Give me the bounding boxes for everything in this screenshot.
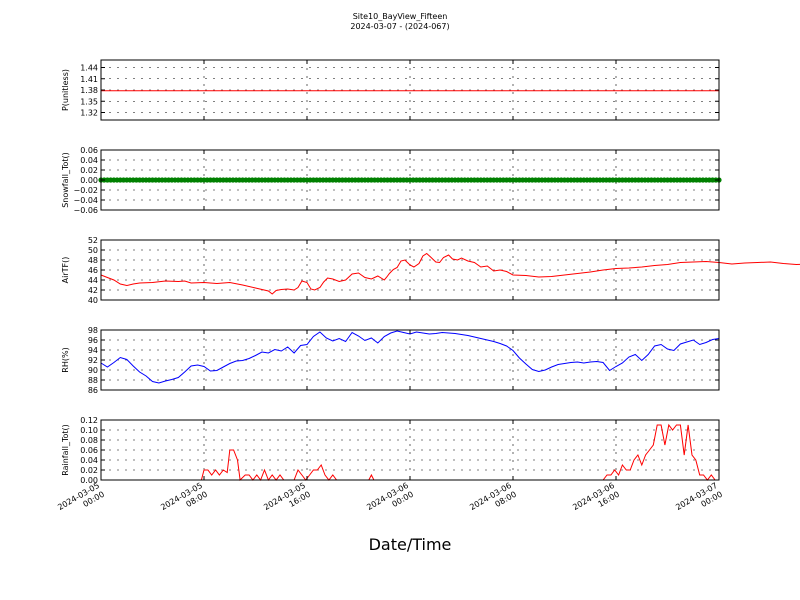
panel-2-ytick-label: 50 <box>88 246 98 255</box>
panel-3-ytick-label: 90 <box>88 366 98 375</box>
panel-3-ytick-label: 98 <box>88 326 98 335</box>
panel-0-ytick-label: 1.35 <box>80 97 98 106</box>
panel-1-ylabel: Snowfall_Tot() <box>61 152 70 208</box>
panel-1-markers <box>98 177 722 183</box>
panel-1-ytick-label: 0.00 <box>80 176 98 185</box>
panel-0-ytick-label: 1.41 <box>80 75 98 84</box>
chart-subtitle: 2024-03-07 - (2024-067) <box>350 22 449 31</box>
panel-4-ytick-label: 0.06 <box>80 446 98 455</box>
panel-2-ytick-label: 42 <box>88 286 98 295</box>
panel-3-ytick-label: 88 <box>88 376 98 385</box>
panel-3-ytick-label: 92 <box>88 356 98 365</box>
panel-1-ytick-label: 0.06 <box>80 146 98 155</box>
panel-3-ytick-label: 96 <box>88 336 98 345</box>
panel-2-ytick-label: 52 <box>88 236 98 245</box>
panel-0-ytick-label: 1.44 <box>80 64 98 73</box>
panel-4-ytick-label: 0.02 <box>80 466 98 475</box>
panel-2-ytick-label: 48 <box>88 256 98 265</box>
panel-3-ylabel: RH(%) <box>61 347 70 372</box>
panel-4-ytick-label: 0.12 <box>80 416 98 425</box>
panel-4-ytick-label: 0.04 <box>80 456 98 465</box>
panels-group: 1.321.351.381.411.44P(unitless)−0.06−0.0… <box>61 59 800 485</box>
panel-4-ytick-label: 0.00 <box>80 476 98 485</box>
panel-4-ytick-label: 0.10 <box>80 426 98 435</box>
panel-1-ytick-label: 0.02 <box>80 166 98 175</box>
panel-2-ytick-label: 40 <box>88 296 98 305</box>
panel-2-ylabel: AirTF() <box>61 257 70 284</box>
panel-2-ytick-label: 44 <box>88 276 98 285</box>
panel-4-ytick-label: 0.08 <box>80 436 98 445</box>
x-axis-label: Date/Time <box>369 535 452 554</box>
panel-3-ytick-label: 86 <box>88 386 98 395</box>
panel-1-ytick-label: −0.04 <box>73 196 98 205</box>
panel-1-ytick-label: −0.06 <box>73 206 98 215</box>
panel-3-ytick-label: 94 <box>88 346 98 355</box>
panel-4: 0.000.020.040.060.080.100.12 Rainfall_Tot… <box>61 416 720 485</box>
panel-0-ytick-label: 1.32 <box>80 109 98 118</box>
panel-2-ytick-label: 46 <box>88 266 98 275</box>
panel-0-ylabel: P(unitless) <box>61 69 70 111</box>
panel-0-ytick-label: 1.38 <box>80 86 98 95</box>
panel-4-series-line <box>101 423 719 482</box>
panel-1-ytick-label: 0.04 <box>80 156 98 165</box>
chart-title: Site10_BayView_Fifteen <box>353 12 448 21</box>
panel-4-ylabel: Rainfall_Tot() <box>61 424 70 476</box>
panel-1: −0.06−0.04−0.020.000.020.040.06 Snowfall_… <box>61 146 722 215</box>
panel-1-ytick-label: −0.02 <box>73 186 98 195</box>
panel-0: 1.32 1.35 1.38 1.41 1.44 P(unitless) <box>61 59 720 121</box>
panel-2-series-line <box>100 252 800 295</box>
